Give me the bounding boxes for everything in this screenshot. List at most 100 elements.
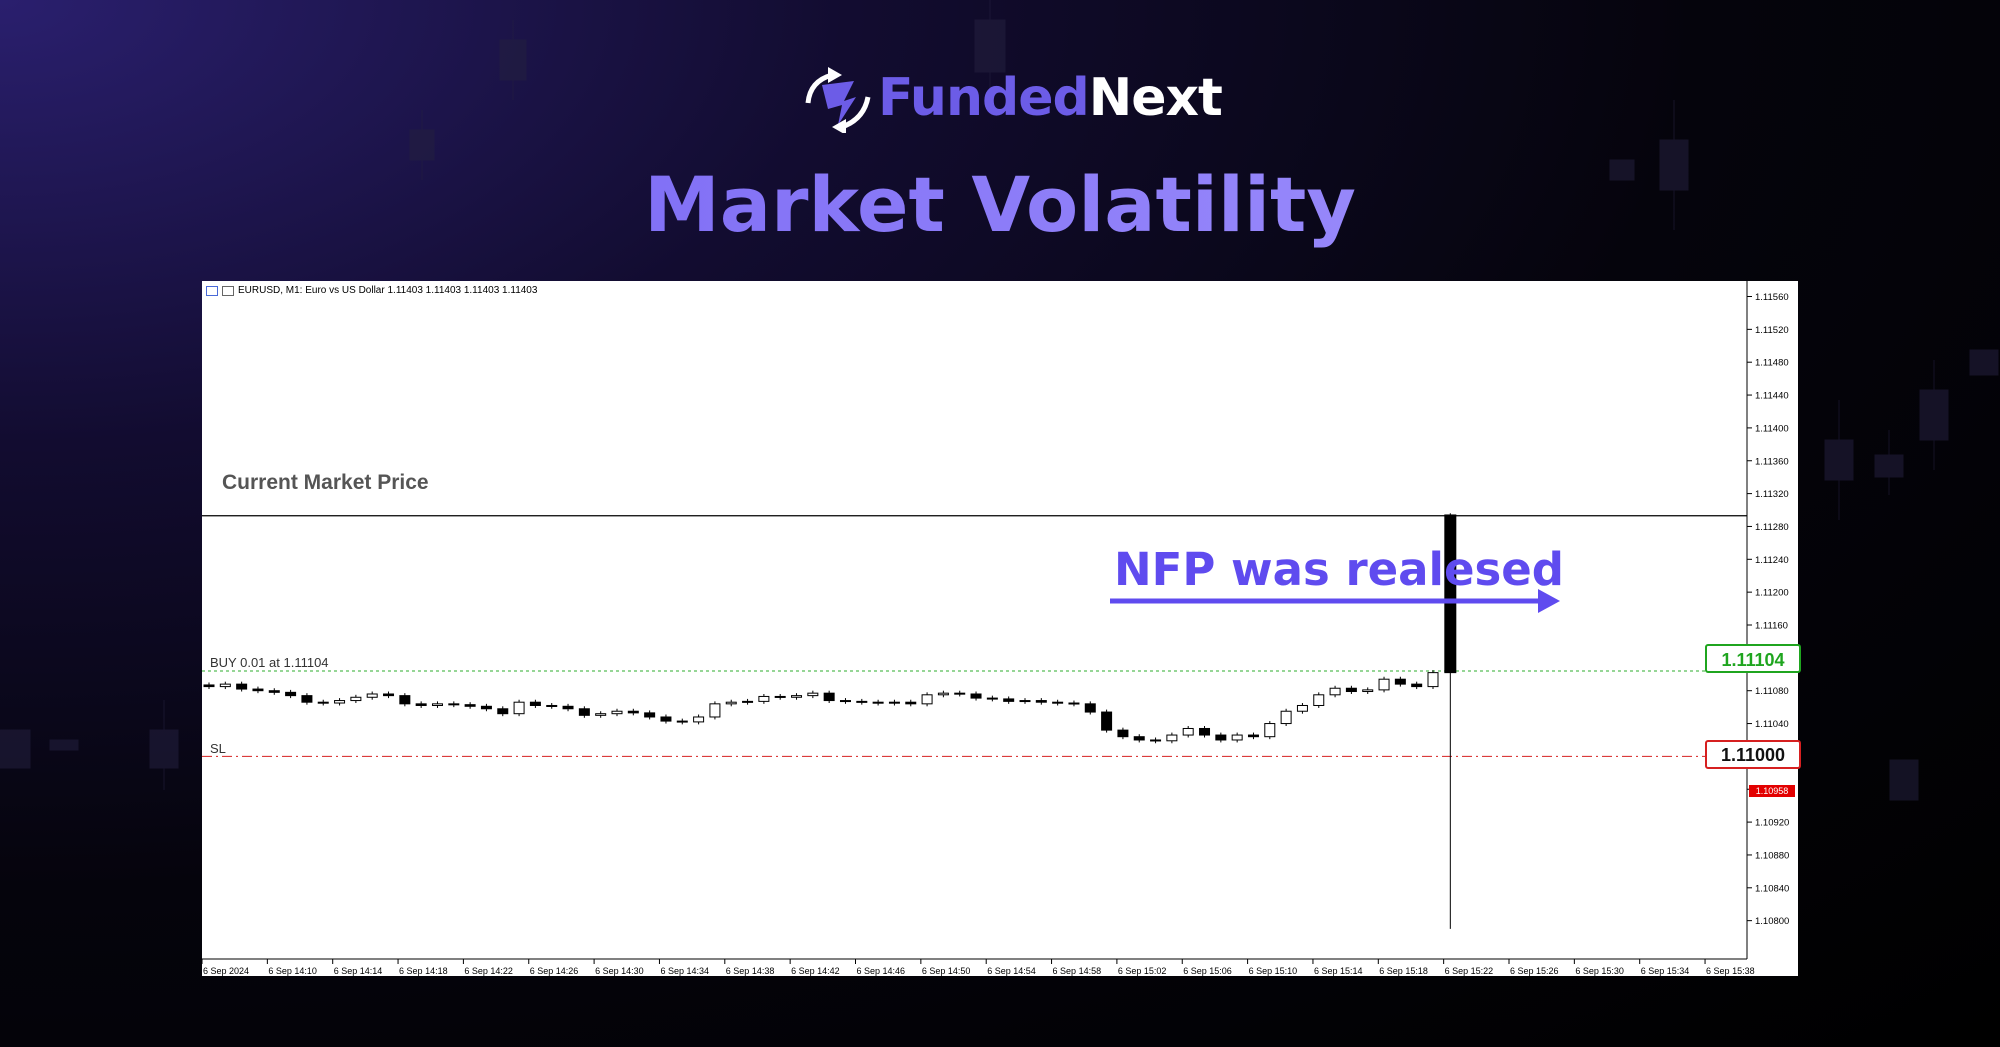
candle-body [1231, 734, 1243, 741]
x-tick-label: 6 Sep 14:14 [334, 966, 383, 976]
bid-price-tag: 1.10958 [1749, 785, 1795, 797]
stop-loss-label: SL [210, 741, 226, 756]
candle-body [839, 700, 851, 703]
candle-body [529, 701, 541, 706]
nfp-arrow-head [1538, 589, 1560, 613]
candle-body [431, 703, 443, 706]
x-tick-label: 6 Sep 14:30 [595, 966, 644, 976]
candle-body [1084, 703, 1096, 713]
y-tick-label: 1.10800 [1755, 916, 1789, 927]
candle-body [937, 692, 949, 696]
candle-body [203, 684, 215, 688]
candle-body [725, 701, 737, 705]
price-chart-panel: 1.11560 1.11520 1.11480 1.11440 1.11400 1.113… [202, 281, 1801, 976]
logo-arrows-icon [805, 67, 871, 133]
candle-body [1215, 734, 1227, 741]
logo-funded-text: Funded [878, 68, 1090, 128]
x-tick-label: 6 Sep 15:38 [1706, 966, 1755, 976]
candle-body [627, 710, 639, 714]
candle-body [236, 683, 248, 690]
candle-body [480, 705, 492, 710]
candle-body [1133, 736, 1145, 741]
candle-body [366, 693, 378, 698]
candle-body [709, 703, 721, 718]
y-tick-label: 1.11280 [1755, 522, 1789, 533]
candle-body [791, 695, 803, 698]
y-tick-label: 1.11560 [1755, 292, 1789, 303]
candle-body [1117, 729, 1129, 738]
x-tick-label: 6 Sep 14:22 [464, 966, 513, 976]
candle-body [1296, 704, 1308, 712]
price-chart: 1.11560 1.11520 1.11480 1.11440 1.11400 1.113… [202, 281, 1789, 976]
y-tick-label: 1.11520 [1755, 325, 1789, 336]
candle-body [1313, 694, 1325, 706]
candle-body [562, 705, 574, 710]
candle-body [693, 716, 705, 723]
candle-body [1199, 727, 1211, 736]
candle-body [1019, 700, 1031, 703]
candle-body [1182, 727, 1194, 736]
chart-list-icon [206, 285, 218, 296]
candle-body [1427, 672, 1439, 688]
x-tick-label: 6 Sep 14:10 [268, 966, 317, 976]
x-tick-label: 6 Sep 14:38 [726, 966, 775, 976]
y-tick-label: 1.11240 [1755, 555, 1789, 566]
x-tick-label: 6 Sep 15:02 [1118, 966, 1167, 976]
x-tick-label: 6 Sep 14:42 [791, 966, 840, 976]
x-tick-label: 6 Sep 14:54 [987, 966, 1036, 976]
y-tick-label: 1.10840 [1755, 883, 1789, 894]
candle-body [399, 695, 411, 705]
candle-body [1150, 739, 1162, 742]
candle-body [1329, 687, 1341, 696]
y-tick-label: 1.11480 [1755, 358, 1789, 369]
candle-body [1052, 701, 1064, 704]
x-tick-label: 6 Sep 2024 [203, 966, 249, 976]
logo-next-text: Next [1088, 68, 1223, 128]
candle-body [1444, 514, 1457, 674]
x-tick-label: 6 Sep 14:46 [857, 966, 906, 976]
nfp-annotation: NFP was realesed [1114, 543, 1564, 596]
candle-body [888, 701, 900, 704]
candle-body [546, 704, 558, 707]
brand-logo: FundedNext [798, 58, 1223, 138]
candle-body [317, 701, 329, 704]
page-title: Market Volatility [0, 160, 2000, 249]
candle-body [1101, 711, 1113, 731]
x-tick-label: 6 Sep 15:06 [1183, 966, 1232, 976]
y-tick-label: 1.11360 [1755, 456, 1789, 467]
candle-body [611, 710, 623, 715]
x-tick-label: 6 Sep 14:58 [1053, 966, 1102, 976]
candle-body [856, 700, 868, 703]
candle-body [774, 695, 786, 698]
y-tick-label: 1.11440 [1755, 391, 1789, 402]
candle-body [334, 700, 346, 704]
candle-body [1362, 689, 1374, 693]
y-tick-label: 1.10920 [1755, 818, 1789, 829]
candle-body [823, 692, 835, 702]
x-tick-label: 6 Sep 14:34 [660, 966, 709, 976]
sl-price-tag: 1.11000 [1705, 740, 1801, 769]
buy-price-tag: 1.11104 [1705, 644, 1801, 673]
x-tick-label: 6 Sep 15:26 [1510, 966, 1559, 976]
candle-body [1247, 734, 1259, 738]
candle-body [1280, 710, 1292, 725]
candle-body [660, 716, 672, 722]
candle-body [301, 695, 313, 703]
y-tick-label: 1.11160 [1755, 621, 1788, 632]
candle-body [872, 701, 884, 704]
x-tick-label: 6 Sep 15:10 [1249, 966, 1298, 976]
chart-toggle-icon [222, 285, 234, 296]
candle-body [1394, 678, 1406, 685]
candle-body [970, 693, 982, 699]
x-tick-label: 6 Sep 15:18 [1379, 966, 1428, 976]
candle-body [513, 701, 525, 715]
candle-body [285, 691, 297, 697]
candle-body [415, 703, 427, 706]
current-price-label: Current Market Price [222, 471, 429, 494]
chart-header: EURUSD, M1: Euro vs US Dollar 1.11403 1.… [206, 285, 537, 296]
candle-body [464, 704, 476, 707]
x-tick-label: 6 Sep 14:26 [530, 966, 579, 976]
candle-body [986, 697, 998, 700]
candle-body [268, 690, 280, 693]
x-tick-label: 6 Sep 15:22 [1445, 966, 1494, 976]
